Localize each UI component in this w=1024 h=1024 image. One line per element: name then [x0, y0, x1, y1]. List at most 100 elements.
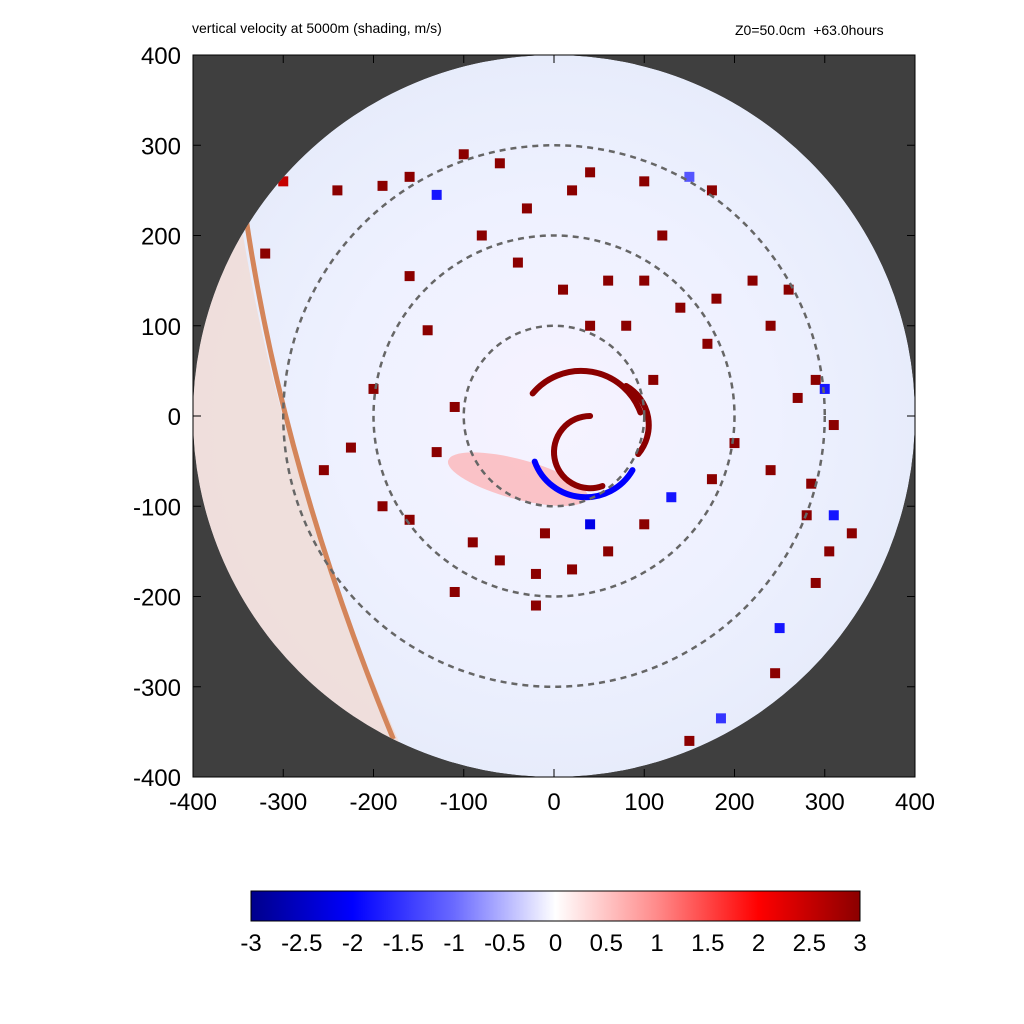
convective-cell-14: [657, 230, 668, 241]
convective-cell-49: [404, 514, 415, 525]
convective-cell-46: [345, 442, 356, 453]
colorbar-tick-label: -3: [240, 930, 261, 957]
convective-cell-28: [810, 374, 821, 385]
convective-cell-39: [770, 668, 781, 679]
chart-title: vertical velocity at 5000m (shading, m/s…: [192, 20, 442, 36]
convective-cell-9: [639, 176, 650, 187]
colorbar-tick-label: 0: [549, 930, 562, 957]
convective-cell-52: [530, 568, 541, 579]
y-tick-label: 0: [168, 404, 181, 431]
reference-ring-100: [462, 324, 646, 508]
convective-cell-44: [765, 465, 776, 476]
colorbar-tick-label: 2: [752, 930, 765, 957]
y-tick-label: -400: [133, 765, 181, 792]
x-tick-label: -400: [169, 789, 217, 816]
convective-cell-10: [684, 171, 695, 182]
y-tick-label: -200: [133, 585, 181, 612]
colorbar-tick-label: -2: [342, 930, 363, 957]
convective-cell-15: [476, 230, 487, 241]
convective-cell-59: [530, 600, 541, 611]
y-tick-label: 300: [141, 133, 181, 160]
y-tick-label: 100: [141, 314, 181, 341]
convective-cell-32: [806, 478, 817, 489]
convective-cell-19: [558, 284, 569, 295]
convective-cell-57: [431, 447, 442, 458]
convective-cell-29: [792, 392, 803, 403]
domain-fill: [193, 55, 915, 777]
convective-cell-25: [747, 275, 758, 286]
convective-cell-6: [458, 149, 469, 160]
colorbar-tick-label: 0.5: [590, 930, 623, 957]
y-tick-label: 400: [141, 43, 181, 70]
convective-cell-21: [639, 275, 650, 286]
convective-cell-38: [774, 623, 785, 634]
x-tick-label: 100: [624, 789, 664, 816]
y-tick-label: -300: [133, 675, 181, 702]
run-annotation: Z0=50.0cm +63.0hours: [735, 22, 884, 38]
x-tick-label: -200: [349, 789, 397, 816]
convective-cell-36: [824, 546, 835, 557]
y-tick-label: 200: [141, 224, 181, 251]
colorbar-tick-label: -1.5: [383, 930, 424, 957]
colorbar: [250, 890, 861, 922]
convective-cell-1: [377, 180, 388, 191]
colorbar-tick-label: -2.5: [281, 930, 322, 957]
colorbar-tick-label: 1.5: [691, 930, 724, 957]
convective-cell-50: [467, 537, 478, 548]
convective-cell-62: [666, 492, 677, 503]
convective-cell-11: [706, 185, 717, 196]
convective-cell-0: [404, 171, 415, 182]
eyewall-arc-3: [623, 382, 652, 458]
convective-cell-27: [783, 284, 794, 295]
x-tick-label: -300: [259, 789, 307, 816]
convective-cell-26: [765, 320, 776, 331]
y-tick-label: -100: [133, 494, 181, 521]
eyewall-arc-2: [531, 458, 636, 501]
convective-cell-31: [828, 420, 839, 431]
convective-cell-54: [603, 546, 614, 557]
reference-rings: [282, 144, 826, 688]
convective-cell-30: [819, 383, 830, 394]
convective-cell-22: [675, 302, 686, 313]
axes: -400 -300 -200 -100 0 100 200 300 400 400 300 200 10…: [133, 43, 935, 816]
convective-cell-55: [585, 519, 596, 530]
convective-cell-63: [648, 374, 659, 385]
convective-cell-12: [521, 203, 532, 214]
convective-cell-5: [260, 248, 271, 259]
convective-cell-3: [332, 185, 343, 196]
inflow-band: [447, 452, 588, 506]
x-tick-label: 400: [895, 789, 935, 816]
convective-cell-48: [377, 501, 388, 512]
convective-cell-17: [422, 325, 433, 336]
convective-cell-37: [810, 577, 821, 588]
convective-cell-43: [706, 474, 717, 485]
convective-cell-20: [603, 275, 614, 286]
x-tick-label: 200: [714, 789, 754, 816]
convective-cell-16: [404, 271, 415, 282]
convective-cell-35: [846, 528, 857, 539]
x-tick-label: -100: [440, 789, 488, 816]
convective-cell-41: [684, 735, 695, 746]
eyewall-arc-1: [529, 367, 644, 416]
convective-cell-60: [449, 586, 460, 597]
convective-cell-61: [639, 519, 650, 530]
reference-ring-200: [372, 234, 736, 598]
convective-cell-47: [318, 465, 329, 476]
colorbar-ticks: -3 -2.5 -2 -1.5 -1 -0.5 0 0.5 1 1.5 2 2.5 3: [240, 930, 866, 957]
convective-cell-4: [278, 176, 289, 187]
convective-cell-13: [567, 185, 578, 196]
convective-cell-18: [512, 257, 523, 268]
convective-cell-24: [711, 293, 722, 304]
convective-cell-56: [539, 528, 550, 539]
colorbar-tick-label: 3: [853, 930, 866, 957]
colorbar-tick-label: 2.5: [793, 930, 826, 957]
colorbar-tick-label: -1: [443, 930, 464, 957]
convective-cell-40: [715, 713, 726, 724]
convective-cell-65: [585, 320, 596, 331]
convective-cell-64: [621, 320, 632, 331]
eyewall-arc-0: [551, 413, 606, 492]
convective-cell-8: [585, 167, 596, 178]
convective-cell-51: [494, 555, 505, 566]
convective-cell-23: [702, 338, 713, 349]
